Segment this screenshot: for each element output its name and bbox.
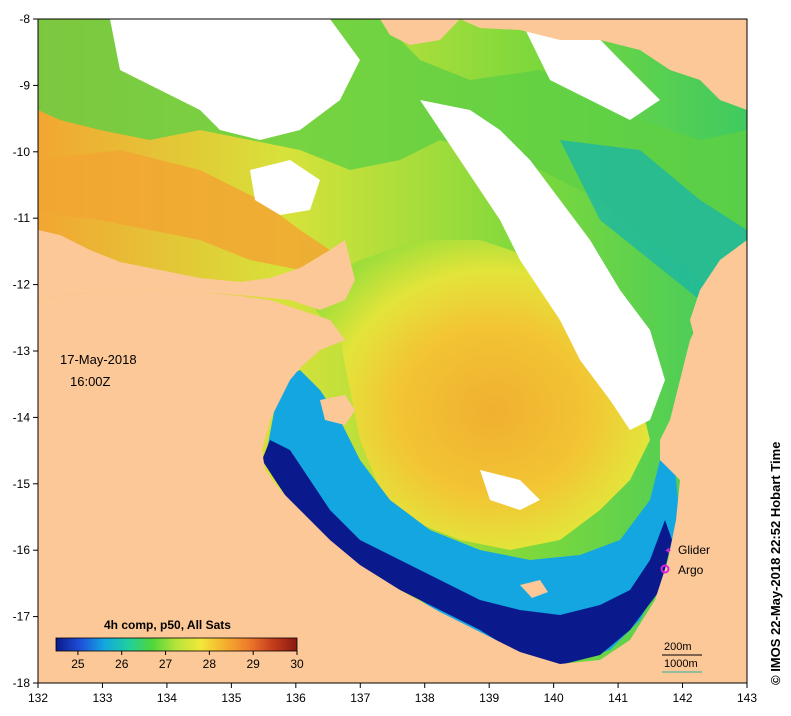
- marker-legend: ✦ Glider Argo: [660, 543, 710, 577]
- cloud-mask-gulf: [480, 470, 540, 510]
- y-tick-label: -8: [19, 12, 30, 26]
- land-cape-york: [680, 240, 747, 683]
- colorbar-tick-label: 26: [115, 657, 129, 671]
- land-arnhem: [38, 230, 355, 310]
- y-tick-label: -13: [13, 344, 31, 358]
- x-tick-label: 136: [286, 691, 306, 705]
- colorbar-tick-label: 28: [203, 657, 217, 671]
- time-label: 16:00Z: [70, 374, 111, 389]
- colorbar-gradient: [55, 637, 298, 652]
- credit-label: © IMOS 22-May-2018 22:52 Hobart Time: [768, 442, 783, 685]
- glider-label: Glider: [678, 543, 710, 557]
- land-papua: [460, 19, 747, 110]
- x-axis: 132 133 134 135 136 137 138 139 140 141 142 143: [28, 683, 757, 705]
- x-tick-label: 133: [92, 691, 112, 705]
- cloud-mask-small: [250, 160, 320, 215]
- x-tick-label: 134: [157, 691, 177, 705]
- x-tick-label: 139: [479, 691, 499, 705]
- contour-1000-label: 1000m: [664, 658, 698, 670]
- cloud-mask-nw: [110, 19, 360, 140]
- x-tick-label: 141: [608, 691, 628, 705]
- map-plot-area: [38, 19, 747, 683]
- argo-symbol: [660, 564, 670, 574]
- colorbar-title: 4h comp, p50, All Sats: [104, 618, 231, 632]
- land-australia-mainland: [38, 260, 747, 683]
- x-tick-label: 142: [673, 691, 693, 705]
- colorbar-tick-label: 25: [71, 657, 85, 671]
- colorbar-tick-label: 29: [247, 657, 261, 671]
- cool-coastal-ring: [265, 370, 680, 662]
- y-tick-label: -12: [13, 278, 31, 292]
- glider-symbol: ✦: [664, 546, 672, 557]
- contour-200-label: 200m: [664, 641, 692, 653]
- y-tick-label: -10: [13, 145, 31, 159]
- x-tick-label: 143: [737, 691, 757, 705]
- land-groote-eylandt: [320, 395, 355, 425]
- y-tick-label: -11: [14, 211, 31, 225]
- y-tick-label: -18: [13, 676, 31, 690]
- cloud-mask-north: [520, 19, 660, 120]
- colorbar: 4h comp, p50, All Sats 25 26 27 28 29 30: [55, 618, 304, 671]
- sst-band-east: [560, 140, 747, 320]
- y-tick-label: -9: [19, 78, 30, 92]
- colorbar-tick-label: 30: [290, 657, 304, 671]
- sst-band-west: [38, 150, 330, 270]
- y-tick-label: -15: [13, 477, 31, 491]
- y-tick-label: -14: [13, 410, 31, 424]
- contour-legend: 200m 1000m: [662, 641, 702, 673]
- land-mornington-island: [520, 580, 548, 598]
- y-axis: -8 -9 -10 -11 -12 -13 -14 -15 -16 -17 -18: [13, 12, 38, 690]
- colorbar-tick-label: 27: [159, 657, 173, 671]
- cloud-mask-east: [420, 100, 665, 430]
- date-label: 17-May-2018: [60, 352, 137, 367]
- x-tick-label: 137: [350, 691, 370, 705]
- x-tick-label: 140: [544, 691, 564, 705]
- x-tick-label: 132: [28, 691, 48, 705]
- land-north-1: [380, 19, 460, 45]
- y-tick-label: -17: [13, 610, 31, 624]
- x-tick-label: 135: [221, 691, 241, 705]
- y-tick-label: -16: [13, 543, 31, 557]
- argo-label: Argo: [678, 563, 704, 577]
- x-tick-label: 138: [415, 691, 435, 705]
